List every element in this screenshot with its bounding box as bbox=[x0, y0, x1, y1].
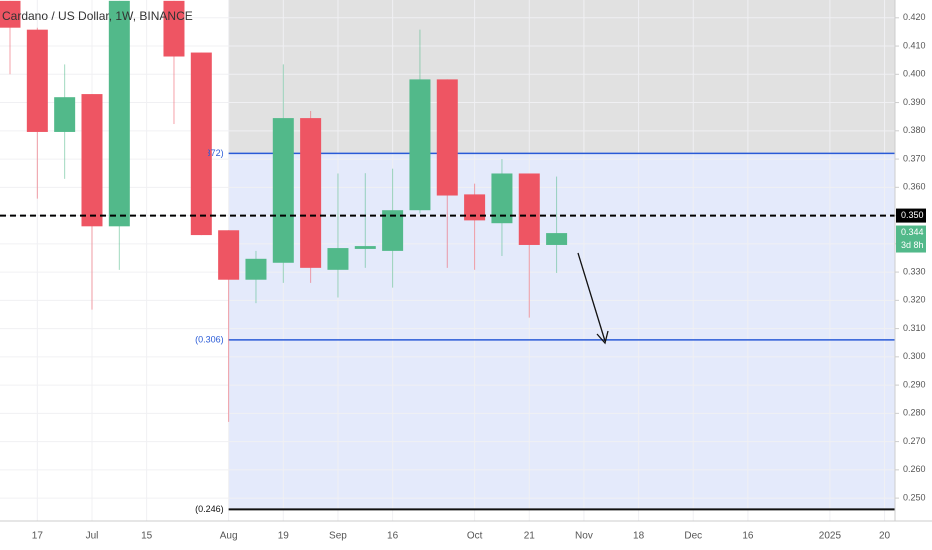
x-tick-label: 21 bbox=[524, 531, 536, 542]
candle-body bbox=[409, 79, 431, 211]
overlay: 0.250 0.260 0.270 0.280 0.290 0.300 0.310 0.320… bbox=[32, 12, 926, 542]
y-tick-label: 0.400 bbox=[903, 69, 926, 79]
x-tick-label: 2025 bbox=[819, 531, 842, 542]
reference-price-label: 0.350 bbox=[901, 210, 924, 220]
x-tick-label: 20 bbox=[879, 531, 891, 542]
candle-body bbox=[26, 29, 48, 132]
candle-body bbox=[354, 246, 376, 249]
y-tick-label: 0.370 bbox=[903, 153, 926, 163]
candle-body bbox=[272, 118, 294, 263]
countdown-label: 3d 8h bbox=[901, 240, 924, 250]
x-tick-label: 16 bbox=[387, 531, 399, 542]
x-tick-label: Sep bbox=[329, 531, 347, 542]
arrow-head bbox=[596, 330, 609, 345]
x-tick-label: Dec bbox=[684, 531, 702, 542]
candle-body bbox=[245, 258, 267, 280]
x-tick-label: Jul bbox=[86, 531, 99, 542]
candle-body bbox=[327, 248, 349, 270]
chart-title: Cardano / US Dollar, 1W, BINANCE bbox=[2, 9, 193, 23]
y-tick-label: 0.330 bbox=[903, 266, 926, 276]
y-tick-label: 0.300 bbox=[903, 351, 926, 361]
arrow bbox=[577, 252, 606, 342]
candle-body bbox=[0, 0, 21, 28]
x-tick-label: 19 bbox=[278, 531, 290, 542]
reference-price-box bbox=[896, 208, 926, 223]
candle-body bbox=[81, 94, 103, 227]
last-price-box bbox=[896, 225, 926, 253]
y-tick-label: 0.310 bbox=[903, 323, 926, 333]
x-tick-label: Nov bbox=[575, 531, 593, 542]
y-tick-label: 0.360 bbox=[903, 182, 926, 192]
candle-body bbox=[218, 230, 240, 280]
candle-body bbox=[464, 194, 486, 221]
candle-body bbox=[382, 210, 404, 251]
level-label: (0.246) bbox=[195, 504, 224, 514]
last-price-label: 0.344 bbox=[901, 227, 924, 237]
y-tick-label: 0.270 bbox=[903, 436, 926, 446]
level-label: (0.306) bbox=[195, 334, 224, 344]
y-tick-label: 0.280 bbox=[903, 408, 926, 418]
level-label: (0.372) bbox=[195, 148, 224, 158]
candle-body bbox=[491, 173, 513, 224]
candle-body bbox=[108, 0, 130, 227]
candle-body bbox=[300, 118, 322, 268]
y-tick-label: 0.290 bbox=[903, 379, 926, 389]
x-tick-label: 18 bbox=[633, 531, 645, 542]
y-tick-label: 0.250 bbox=[903, 492, 926, 502]
y-tick-label: 0.390 bbox=[903, 97, 926, 107]
x-tick-label: Oct bbox=[467, 531, 483, 542]
y-tick-label: 0.320 bbox=[903, 295, 926, 305]
y-tick-label: 0.260 bbox=[903, 464, 926, 474]
x-tick-label: 16 bbox=[742, 531, 754, 542]
candle-body bbox=[436, 79, 458, 196]
y-tick-label: 0.380 bbox=[903, 125, 926, 135]
x-tick-label: Aug bbox=[220, 531, 238, 542]
x-tick-label: 17 bbox=[32, 531, 44, 542]
candle-body bbox=[54, 97, 76, 132]
candle-body bbox=[163, 0, 185, 57]
y-tick-label: 0.410 bbox=[903, 40, 926, 50]
candle-body bbox=[546, 233, 568, 245]
y-tick-label: 0.420 bbox=[903, 12, 926, 22]
range-zone bbox=[228, 153, 895, 510]
marks bbox=[0, 0, 895, 511]
background bbox=[228, 0, 895, 510]
candle-body bbox=[518, 173, 540, 245]
resistance-zone bbox=[228, 0, 895, 154]
x-tick-label: 15 bbox=[141, 531, 153, 542]
candle-body bbox=[190, 52, 212, 236]
